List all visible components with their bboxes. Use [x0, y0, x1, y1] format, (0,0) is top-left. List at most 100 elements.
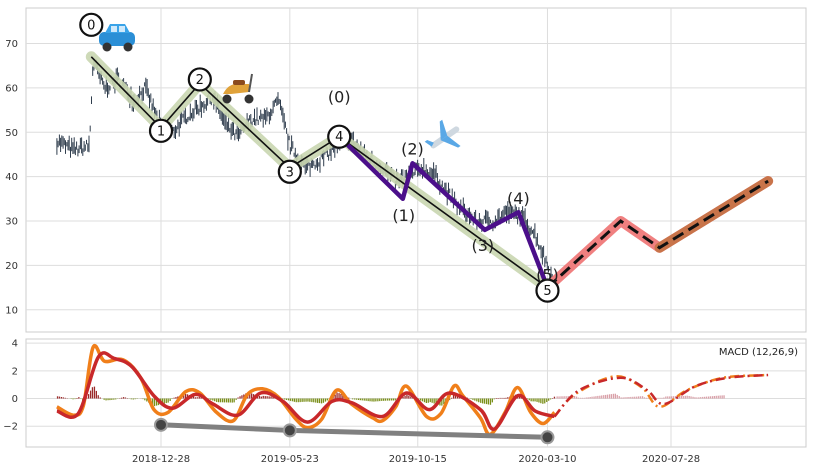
macd-projected-hist-bar: [683, 396, 684, 399]
macd-projected-hist-bar: [560, 396, 561, 398]
sub-wave-label-2: (2): [401, 139, 424, 158]
macd-projected-hist-bar: [591, 397, 592, 399]
macd-hist-bar: [265, 396, 266, 399]
macd-projected-hist-bar: [603, 395, 604, 398]
macd-hist-bar: [309, 399, 310, 402]
macd-hist-bar: [478, 399, 479, 403]
macd-hist-bar: [375, 399, 376, 402]
macd-projected-hist-bar: [595, 396, 596, 398]
macd-hist-bar: [323, 399, 324, 403]
macd-projected-hist-bar: [694, 397, 695, 398]
macd-projected-hist-bar: [690, 396, 691, 398]
macd-hist-bar: [270, 397, 271, 399]
macd-hist-bar: [529, 399, 530, 401]
macd-projected-hist-bar: [698, 397, 699, 398]
divergence-point: [284, 424, 296, 436]
macd-hist-bar: [336, 393, 337, 399]
macd-hist-bar: [554, 397, 555, 399]
macd-projected-hist-bar: [700, 397, 701, 398]
macd-hist-bar: [290, 399, 291, 401]
macd-projected-hist-bar: [630, 397, 631, 399]
macd-hist-bar: [500, 398, 501, 399]
macd-hist-bar: [284, 399, 285, 400]
macd-projected-hist-bar: [689, 396, 690, 399]
macd-hist-bar: [381, 399, 382, 401]
macd-projected-hist-bar: [716, 396, 717, 399]
macd-hist-bar: [232, 399, 233, 403]
macd-projected-hist-bar: [564, 396, 565, 398]
macd-hist-bar: [313, 399, 314, 403]
price-y-tick-label: 40: [5, 172, 18, 183]
macd-projected-hist-bar: [624, 397, 625, 398]
macd-hist-bar: [505, 398, 506, 399]
macd-hist-bar: [404, 396, 405, 399]
macd-projected-hist-bar: [605, 395, 606, 399]
macd-projected-hist-bar: [718, 396, 719, 399]
macd-projected-hist-bar: [706, 397, 707, 399]
macd-hist-bar: [389, 399, 390, 401]
macd-projected-hist-bar: [566, 396, 567, 398]
macd-projected-hist-bar: [619, 396, 620, 398]
macd-projected-hist-bar: [704, 397, 705, 399]
macd-hist-bar: [59, 397, 60, 399]
macd-projected-hist-bar: [640, 396, 641, 398]
macd-hist-bar: [503, 398, 504, 399]
macd-hist-bar: [259, 396, 260, 399]
macd-hist-bar: [387, 399, 388, 401]
macd-hist-bar: [212, 399, 213, 401]
macd-projected-hist-bar: [611, 394, 612, 399]
macd-hist-bar: [195, 397, 196, 398]
macd-hist-bar: [292, 399, 293, 402]
macd-hist-bar: [319, 399, 320, 404]
macd-hist-bar: [546, 399, 547, 403]
macd-hist-bar: [321, 399, 322, 404]
macd-hist-bar: [65, 398, 66, 399]
macd-hist-bar: [548, 399, 549, 401]
macd-hist-bar: [218, 399, 219, 403]
macd-hist-bar: [228, 399, 229, 403]
macd-hist-bar: [263, 396, 264, 399]
macd-hist-bar: [358, 399, 359, 401]
macd-hist-bar: [474, 399, 475, 401]
macd-projected-hist-bar: [663, 398, 664, 399]
macd-hist-bar: [422, 399, 423, 402]
macd-hist-bar: [61, 397, 62, 399]
macd-hist-bar: [170, 399, 171, 402]
macd-hist-bar: [92, 387, 93, 398]
wave-label-3: 3: [286, 165, 294, 180]
macd-hist-bar: [90, 391, 91, 399]
macd-hist-bar: [482, 399, 483, 404]
macd-hist-bar: [269, 396, 270, 398]
macd-hist-bar: [371, 399, 372, 402]
scooter-wheel: [245, 95, 254, 104]
macd-projected-hist-bar: [580, 398, 581, 399]
macd-hist-bar: [104, 399, 105, 400]
macd-projected-hist-bar: [657, 398, 658, 399]
macd-hist-bar: [428, 399, 429, 403]
macd-hist-bar: [550, 399, 551, 400]
macd-hist-bar: [501, 398, 502, 399]
wave-label-5: 5: [543, 284, 551, 299]
x-tick-label: 2020-03-10: [518, 454, 576, 465]
scooter-seat: [233, 80, 245, 85]
macd-legend: MACD (12,26,9): [719, 347, 798, 358]
x-tick-label: 2019-05-23: [261, 454, 319, 465]
macd-hist-bar: [164, 399, 165, 404]
macd-hist-bar: [362, 399, 363, 401]
macd-hist-bar: [216, 399, 217, 403]
macd-projected-hist-bar: [588, 397, 589, 398]
macd-hist-bar: [354, 399, 355, 400]
macd-hist-bar: [307, 399, 308, 402]
macd-hist-bar: [338, 393, 339, 398]
macd-hist-bar: [393, 399, 394, 401]
macd-projected-hist-bar: [685, 396, 686, 399]
macd-hist-bar: [261, 397, 262, 399]
macd-hist-bar: [251, 393, 252, 398]
macd-hist-bar: [379, 399, 380, 402]
macd-hist-bar: [305, 399, 306, 402]
macd-projected-hist-bar: [615, 394, 616, 399]
macd-hist-bar: [391, 399, 392, 401]
macd-hist-bar: [135, 399, 136, 400]
macd-projected-hist-bar: [669, 396, 670, 398]
